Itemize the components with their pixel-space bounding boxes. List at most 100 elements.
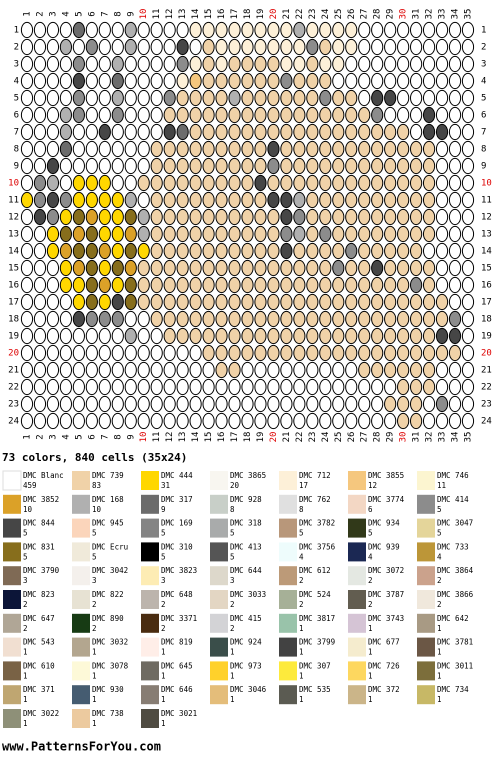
color-count: 1 [368, 648, 373, 657]
color-swatch [72, 590, 90, 609]
bead [280, 208, 293, 226]
color-name: DMC 930 [92, 685, 124, 694]
bead [228, 55, 241, 73]
bead [306, 157, 319, 175]
bead [85, 21, 98, 39]
bead [384, 21, 397, 39]
color-swatch [417, 637, 435, 657]
bead [345, 242, 358, 260]
color-swatch [348, 661, 366, 681]
bead [189, 21, 202, 39]
bead [241, 395, 254, 413]
color-name: DMC 3865 [230, 471, 266, 480]
bead [384, 344, 397, 362]
column-label: 5 [74, 434, 84, 439]
bead [397, 174, 410, 192]
bead [345, 225, 358, 243]
color-count: 3 [161, 576, 166, 585]
bead [33, 378, 47, 396]
bead [267, 327, 280, 345]
bead [85, 225, 98, 243]
bead [254, 123, 267, 141]
bead [384, 276, 397, 294]
bead [448, 395, 462, 413]
row-label: 14 [8, 247, 19, 257]
color-count: 5 [299, 529, 304, 538]
bead [371, 174, 384, 192]
bead [422, 225, 436, 243]
color-name: DMC 169 [161, 519, 193, 528]
bead [72, 106, 85, 124]
bead [85, 140, 98, 158]
color-swatch [348, 542, 366, 562]
bead [280, 72, 293, 90]
bead [202, 55, 215, 73]
row-label: 21 [8, 366, 19, 376]
bead [202, 310, 215, 328]
bead [98, 310, 111, 328]
bead [163, 106, 176, 124]
bead [72, 259, 85, 277]
bead [332, 310, 345, 328]
bead [72, 174, 85, 192]
bead [241, 259, 254, 277]
column-label: 16 [217, 9, 227, 20]
color-count: 1 [299, 624, 304, 633]
bead [72, 38, 85, 56]
bead [124, 123, 137, 141]
bead [306, 72, 319, 90]
color-count: 8 [299, 505, 304, 514]
bead [332, 208, 345, 226]
bead [85, 106, 98, 124]
bead [215, 89, 228, 107]
bead [241, 310, 254, 328]
bead [267, 72, 280, 90]
color-swatch [72, 661, 90, 681]
bead [215, 174, 228, 192]
bead [163, 21, 176, 39]
bead [20, 344, 34, 362]
bead [189, 72, 202, 90]
bead [254, 208, 267, 226]
color-swatch [72, 637, 90, 657]
color-count: 5 [92, 529, 97, 538]
color-count: 1 [23, 719, 28, 728]
color-name: DMC 934 [368, 519, 400, 528]
bead [137, 327, 150, 345]
column-label: 15 [204, 9, 214, 20]
bead [345, 106, 358, 124]
color-swatch [141, 590, 159, 609]
bead [461, 378, 475, 396]
color-name: DMC 644 [230, 566, 262, 575]
bead [124, 327, 137, 345]
column-label: 14 [191, 9, 201, 20]
color-swatch [348, 494, 366, 514]
bead [124, 378, 137, 396]
bead [33, 395, 47, 413]
bead [319, 327, 332, 345]
color-name: DMC 3022 [23, 709, 59, 718]
bead [293, 89, 306, 107]
bead [332, 225, 345, 243]
bead [176, 276, 189, 294]
bead [254, 191, 267, 209]
bead [448, 412, 462, 430]
color-swatch [348, 471, 366, 490]
bead [124, 259, 137, 277]
bead [215, 412, 228, 430]
bead [137, 21, 150, 39]
bead [345, 344, 358, 362]
bead [319, 38, 332, 56]
bead [319, 344, 332, 362]
color-count: 2 [368, 600, 373, 609]
bead [435, 293, 449, 311]
bead [137, 412, 150, 430]
bead [124, 242, 137, 260]
bead [306, 344, 319, 362]
bead [371, 242, 384, 260]
bead [254, 55, 267, 73]
color-count: 2 [230, 624, 235, 633]
bead [124, 361, 137, 379]
bead [241, 106, 254, 124]
bead [111, 378, 124, 396]
